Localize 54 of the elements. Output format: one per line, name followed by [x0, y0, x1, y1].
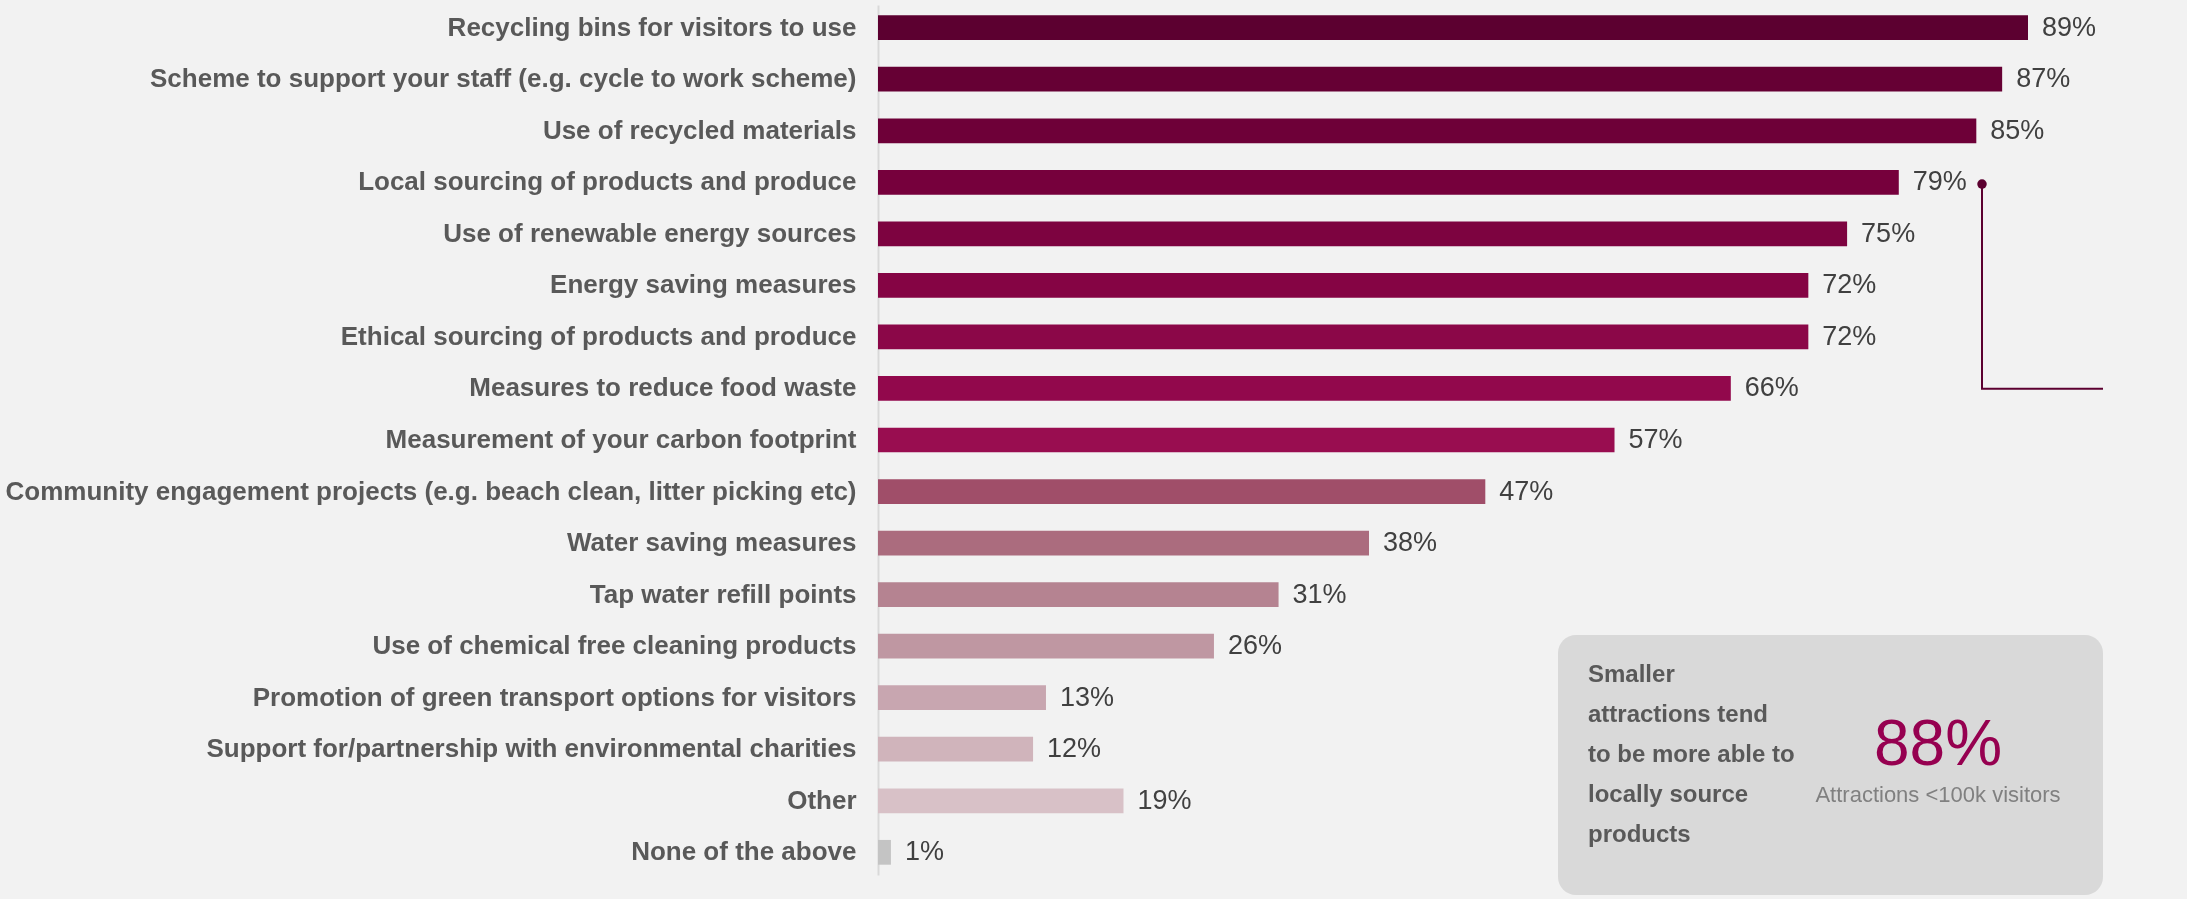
data-label: 72%: [1822, 269, 1877, 300]
bar: [878, 788, 1124, 814]
y-tick-label: Community engagement projects (e.g. beach clean, litter picking etc): [5, 475, 857, 506]
y-tick-label: Support for/partnership with environmental charities: [206, 733, 857, 764]
bar: [878, 530, 1370, 556]
data-label: 13%: [1059, 681, 1115, 712]
y-tick-label: Scheme to support your staff (e.g. cycle to work scheme): [149, 63, 857, 94]
y-tick-label: Use of recycled materials: [542, 114, 857, 145]
data-label: 85%: [1990, 114, 2045, 145]
annotation: Smaller attractions tend to be more able to locally source products: [1588, 660, 1795, 847]
y-tick-label: Water saving measures: [566, 527, 857, 558]
data-label: 87%: [2016, 63, 2071, 94]
y-tick-label: Measurement of your carbon footprint: [385, 424, 857, 454]
bar: [878, 479, 1486, 504]
bar: [878, 15, 2028, 41]
bar: [878, 66, 2003, 92]
data-label: 38%: [1383, 527, 1438, 558]
data-label: 75%: [1861, 217, 1916, 248]
data-label: 47%: [1499, 475, 1554, 506]
y-tick-label: Tap water refill points: [589, 578, 857, 609]
bar: [878, 118, 1977, 144]
y-tick-label: Promotion of green transport options for visitors: [252, 681, 857, 712]
bar: [878, 376, 1731, 401]
bar: [878, 221, 1848, 247]
y-tick-label: Ethical sourcing of products and produce: [340, 320, 857, 351]
bar: [878, 169, 1899, 195]
annotation: 88%: [1873, 707, 2003, 779]
y-tick-label: Use of renewable energy sources: [443, 217, 857, 248]
y-tick-label: Use of chemical free cleaning products: [372, 630, 857, 661]
data-label: 89%: [2042, 11, 2097, 42]
bar: [878, 273, 1809, 298]
y-tick-label: Local sourcing of products and produce: [358, 166, 857, 197]
data-label: 57%: [1628, 424, 1683, 454]
y-tick-label: Measures to reduce food waste: [469, 372, 857, 403]
bar: [878, 633, 1214, 659]
y-tick-label: Recycling bins for visitors to use: [447, 11, 857, 42]
y-tick-label: None of the above: [631, 836, 857, 867]
data-label: 1%: [904, 836, 944, 867]
y-tick-label: Energy saving measures: [550, 269, 857, 300]
bar: [878, 839, 891, 865]
data-label: 66%: [1744, 372, 1799, 403]
data-label: 26%: [1227, 630, 1282, 661]
data-label: 31%: [1292, 578, 1347, 609]
bar: [878, 582, 1279, 607]
data-label: 79%: [1912, 166, 1967, 197]
data-label: 72%: [1822, 320, 1877, 351]
data-label: 19%: [1137, 784, 1192, 815]
bar: [878, 736, 1034, 762]
bar: [878, 685, 1046, 711]
bar: [878, 427, 1615, 453]
bar: [878, 324, 1809, 350]
data-label: 12%: [1047, 733, 1102, 764]
y-tick-label: Other: [787, 784, 857, 815]
annotation: Attractions <100k visitors: [1815, 782, 2061, 807]
